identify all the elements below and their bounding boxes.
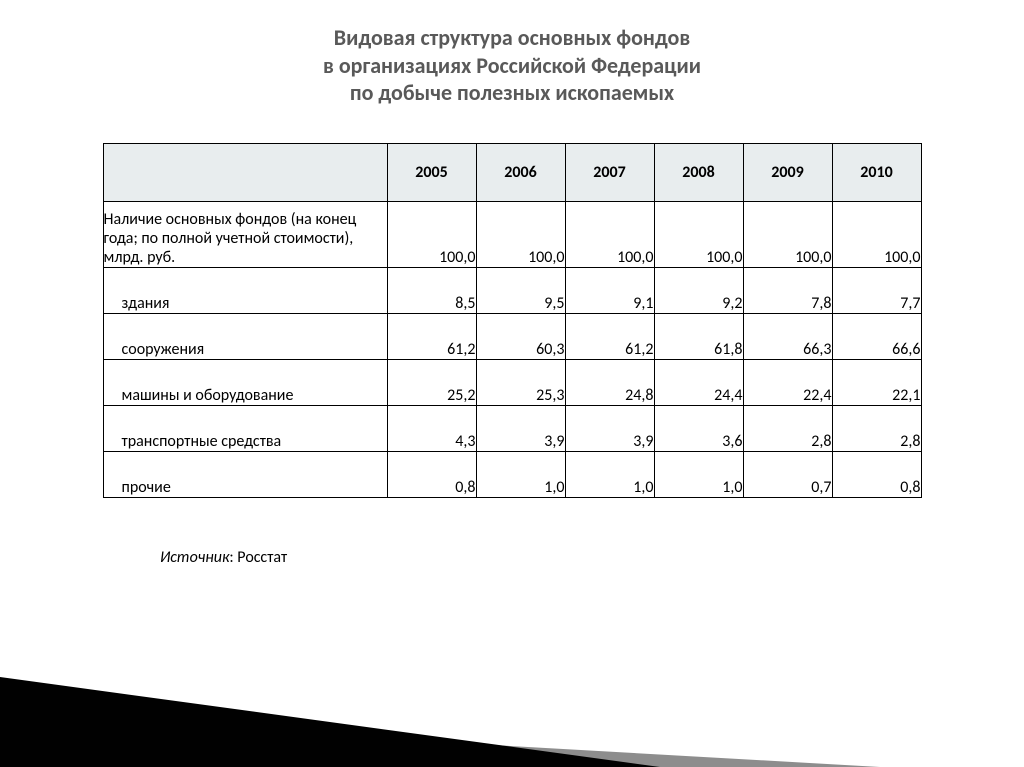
title-line-3: по добыче полезных ископаемых: [350, 79, 674, 106]
row-label: Наличие основных фондов (на конец года; …: [103, 201, 387, 267]
cell-value: 24,4: [654, 359, 743, 405]
cell-value: 66,6: [832, 313, 921, 359]
source-value: Росстат: [237, 548, 287, 567]
header-year: 2007: [565, 143, 654, 201]
cell-value: 4,3: [387, 405, 476, 451]
cell-value: 2,8: [743, 405, 832, 451]
cell-value: 0,8: [832, 451, 921, 497]
cell-value: 7,8: [743, 267, 832, 313]
cell-value: 9,2: [654, 267, 743, 313]
cell-value: 100,0: [565, 201, 654, 267]
row-label: транспортные средства: [103, 405, 387, 451]
cell-value: 3,6: [654, 405, 743, 451]
cell-value: 100,0: [832, 201, 921, 267]
cell-value: 100,0: [387, 201, 476, 267]
row-label: сооружения: [103, 313, 387, 359]
source-label: Источник: [160, 548, 229, 567]
cell-value: 66,3: [743, 313, 832, 359]
title-line-2: в организациях Российской Федерации: [323, 52, 701, 79]
row-label: здания: [103, 267, 387, 313]
header-year: 2010: [832, 143, 921, 201]
cell-value: 100,0: [743, 201, 832, 267]
cell-value: 1,0: [654, 451, 743, 497]
cell-value: 1,0: [476, 451, 565, 497]
cell-value: 1,0: [565, 451, 654, 497]
slide-title: Видовая структура основных фондов в орга…: [0, 24, 1024, 107]
table-row: прочие0,81,01,01,00,70,8: [103, 451, 921, 497]
header-year: 2005: [387, 143, 476, 201]
cell-value: 100,0: [654, 201, 743, 267]
cell-value: 25,2: [387, 359, 476, 405]
table-row: Наличие основных фондов (на конец года; …: [103, 201, 921, 267]
source-line: Источник: Росстат: [160, 548, 1024, 567]
cell-value: 9,5: [476, 267, 565, 313]
header-year: 2008: [654, 143, 743, 201]
fixed-assets-table: 200520062007200820092010 Наличие основны…: [103, 143, 922, 498]
table-row: сооружения61,260,361,261,866,366,6: [103, 313, 921, 359]
table-header: 200520062007200820092010: [103, 143, 921, 201]
cell-value: 24,8: [565, 359, 654, 405]
cell-value: 3,9: [565, 405, 654, 451]
cell-value: 9,1: [565, 267, 654, 313]
cell-value: 22,1: [832, 359, 921, 405]
table-row: машины и оборудование25,225,324,824,422,…: [103, 359, 921, 405]
table-row: транспортные средства4,33,93,93,62,82,8: [103, 405, 921, 451]
shadow-dark: [0, 677, 660, 767]
table-row: здания8,59,59,19,27,87,7: [103, 267, 921, 313]
cell-value: 22,4: [743, 359, 832, 405]
cell-value: 61,2: [565, 313, 654, 359]
header-blank: [103, 143, 387, 201]
cell-value: 0,7: [743, 451, 832, 497]
row-label: машины и оборудование: [103, 359, 387, 405]
cell-value: 61,8: [654, 313, 743, 359]
cell-value: 100,0: [476, 201, 565, 267]
cell-value: 2,8: [832, 405, 921, 451]
header-year: 2006: [476, 143, 565, 201]
cell-value: 25,3: [476, 359, 565, 405]
title-line-1: Видовая структура основных фондов: [334, 24, 690, 51]
cell-value: 60,3: [476, 313, 565, 359]
cell-value: 0,8: [387, 451, 476, 497]
cell-value: 8,5: [387, 267, 476, 313]
cell-value: 3,9: [476, 405, 565, 451]
cell-value: 61,2: [387, 313, 476, 359]
table-body: Наличие основных фондов (на конец года; …: [103, 201, 921, 497]
header-year: 2009: [743, 143, 832, 201]
cell-value: 7,7: [832, 267, 921, 313]
row-label: прочие: [103, 451, 387, 497]
